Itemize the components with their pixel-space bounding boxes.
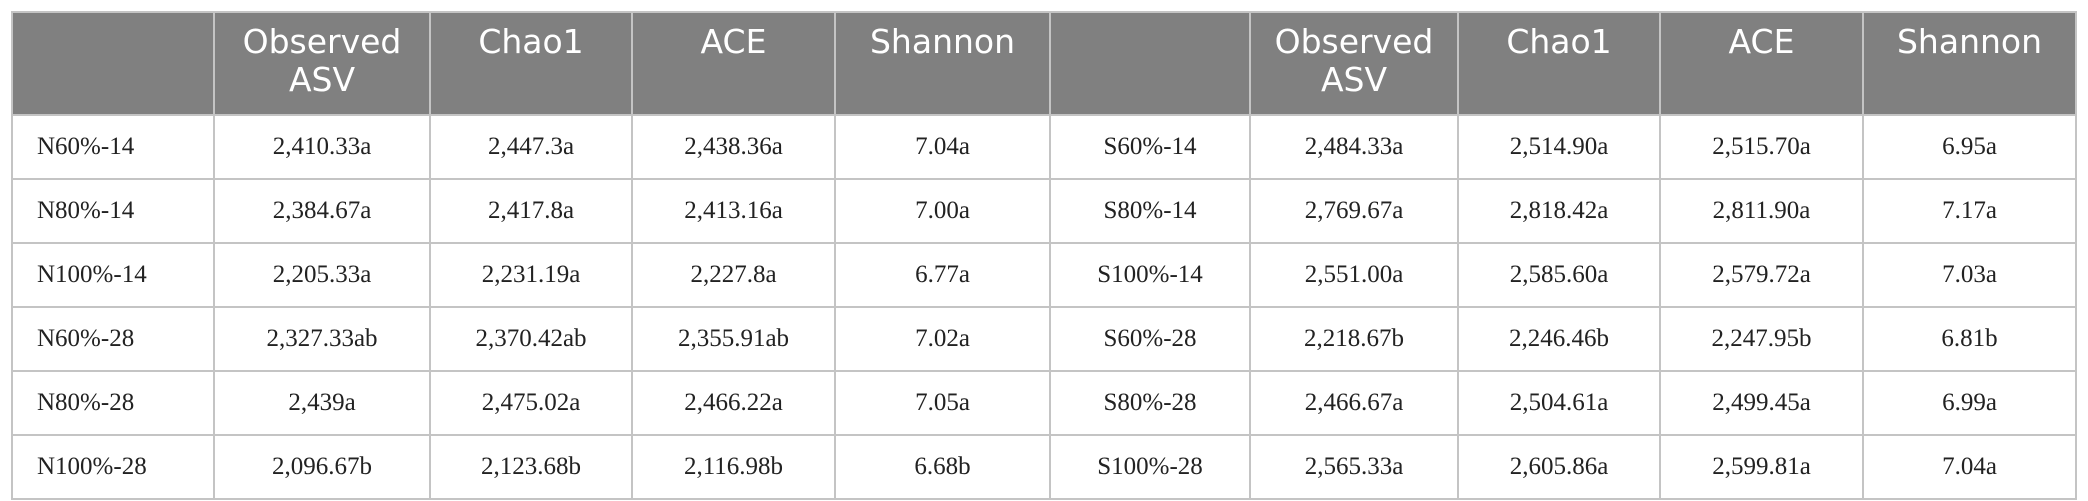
cell: 2,438.36a	[631, 114, 836, 180]
cell: 2,605.86a	[1457, 434, 1661, 500]
cell: 2,599.81a	[1659, 434, 1864, 500]
row-label: N100%-28	[11, 434, 215, 500]
header-cell: Shannon	[834, 11, 1051, 116]
row-label: N80%-28	[11, 370, 215, 436]
cell: 7.04a	[834, 114, 1051, 180]
cell: 2,246.46b	[1457, 306, 1661, 372]
cell: 6.99a	[1862, 370, 2077, 436]
cell: 2,484.33a	[1249, 114, 1459, 180]
cell: 2,116.98b	[631, 434, 836, 500]
row-label: N60%-28	[11, 306, 215, 372]
table-row: N100%-14 2,205.33a 2,231.19a 2,227.8a 6.77a S…	[11, 242, 2077, 308]
cell: S60%-28	[1049, 306, 1251, 372]
cell: 2,811.90a	[1659, 178, 1864, 244]
header-cell: Observed ASV	[213, 11, 431, 116]
cell: 2,327.33ab	[213, 306, 431, 372]
cell: 6.81b	[1862, 306, 2077, 372]
table-row: N80%-28 2,439a 2,475.02a 2,466.22a 7.05a S80%…	[11, 370, 2077, 436]
cell: 6.68b	[834, 434, 1051, 500]
cell: S80%-14	[1049, 178, 1251, 244]
cell: 2,370.42ab	[429, 306, 633, 372]
header-cell: ACE	[631, 11, 836, 116]
header-cell: Shannon	[1862, 11, 2077, 116]
header-cell: Chao1	[1457, 11, 1661, 116]
table-row: N60%-28 2,327.33ab 2,370.42ab 2,355.91ab 7.0…	[11, 306, 2077, 372]
cell: 6.95a	[1862, 114, 2077, 180]
row-label: N100%-14	[11, 242, 215, 308]
cell: 2,247.95b	[1659, 306, 1864, 372]
table-row: N80%-14 2,384.67a 2,417.8a 2,413.16a 7.00a S8…	[11, 178, 2077, 244]
cell: 6.77a	[834, 242, 1051, 308]
table-body: N60%-14 2,410.33a 2,447.3a 2,438.36a 7.04a S6…	[11, 114, 2077, 500]
header-row: Observed ASV Chao1 ACE Shannon Observed ASV C…	[11, 11, 2077, 116]
header-cell	[1049, 11, 1251, 116]
cell: 7.04a	[1862, 434, 2077, 500]
cell: 2,355.91ab	[631, 306, 836, 372]
cell: S60%-14	[1049, 114, 1251, 180]
cell: 2,475.02a	[429, 370, 633, 436]
cell: 2,227.8a	[631, 242, 836, 308]
cell: 2,466.67a	[1249, 370, 1459, 436]
cell: 2,384.67a	[213, 178, 431, 244]
header-cell: Chao1	[429, 11, 633, 116]
cell: 2,096.67b	[213, 434, 431, 500]
cell: 7.02a	[834, 306, 1051, 372]
row-label: N60%-14	[11, 114, 215, 180]
row-label: N80%-14	[11, 178, 215, 244]
cell: S100%-28	[1049, 434, 1251, 500]
cell: 2,515.70a	[1659, 114, 1864, 180]
cell: 2,447.3a	[429, 114, 633, 180]
cell: 2,466.22a	[631, 370, 836, 436]
cell: 2,565.33a	[1249, 434, 1459, 500]
cell: 7.00a	[834, 178, 1051, 244]
cell: 2,579.72a	[1659, 242, 1864, 308]
cell: 2,410.33a	[213, 114, 431, 180]
cell: S80%-28	[1049, 370, 1251, 436]
cell: 2,417.8a	[429, 178, 633, 244]
cell: 2,818.42a	[1457, 178, 1661, 244]
cell: 2,413.16a	[631, 178, 836, 244]
cell: 2,585.60a	[1457, 242, 1661, 308]
cell: S100%-14	[1049, 242, 1251, 308]
cell: 7.17a	[1862, 178, 2077, 244]
header-cell	[11, 11, 215, 116]
cell: 2,514.90a	[1457, 114, 1661, 180]
cell: 2,205.33a	[213, 242, 431, 308]
cell: 2,218.67b	[1249, 306, 1459, 372]
cell: 7.03a	[1862, 242, 2077, 308]
cell: 2,551.00a	[1249, 242, 1459, 308]
header-cell: ACE	[1659, 11, 1864, 116]
data-table: Observed ASV Chao1 ACE Shannon Observed ASV C…	[11, 11, 2077, 500]
cell: 7.05a	[834, 370, 1051, 436]
table-row: N60%-14 2,410.33a 2,447.3a 2,438.36a 7.04a S6…	[11, 114, 2077, 180]
cell: 2,499.45a	[1659, 370, 1864, 436]
table-row: N100%-28 2,096.67b 2,123.68b 2,116.98b 6.68b…	[11, 434, 2077, 500]
cell: 2,439a	[213, 370, 431, 436]
cell: 2,231.19a	[429, 242, 633, 308]
cell: 2,123.68b	[429, 434, 633, 500]
header-cell: Observed ASV	[1249, 11, 1459, 116]
cell: 2,504.61a	[1457, 370, 1661, 436]
cell: 2,769.67a	[1249, 178, 1459, 244]
